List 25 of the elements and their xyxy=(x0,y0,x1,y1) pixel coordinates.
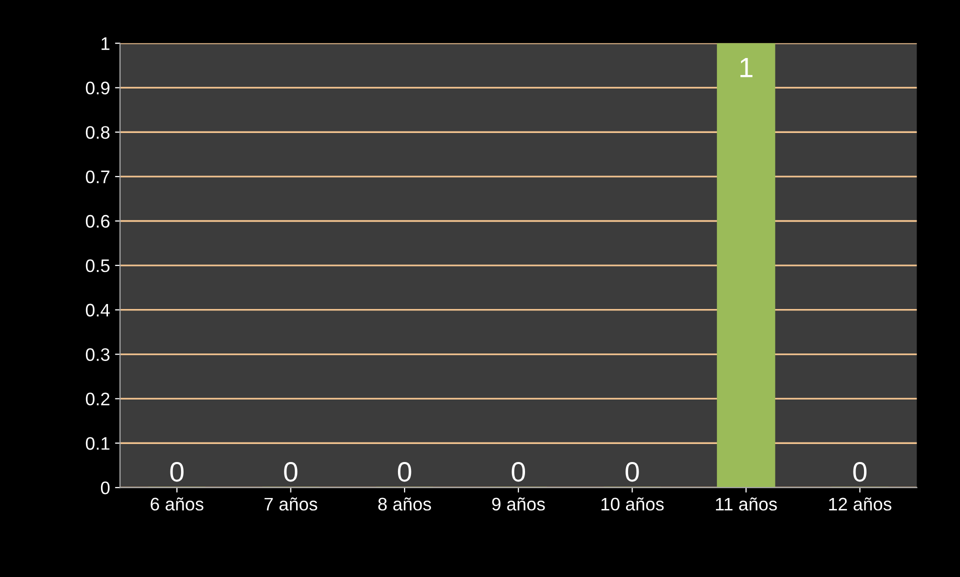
x-tick-label: 8 años xyxy=(378,497,432,511)
x-tick-label: 11 años xyxy=(716,497,777,511)
y-tick-label: 0.8 xyxy=(86,126,110,139)
y-tick-label: 0.7 xyxy=(86,170,110,184)
data-label: 0 xyxy=(398,462,412,482)
x-tick-label: 12 años xyxy=(829,497,892,511)
y-tick-label: 0.6 xyxy=(86,214,110,228)
data-label: 0 xyxy=(626,462,639,482)
y-tick-label: 0.3 xyxy=(86,348,110,361)
data-label: 0 xyxy=(170,462,184,482)
data-label: 0 xyxy=(853,462,867,482)
y-tick-label: 0.9 xyxy=(86,82,110,94)
y-tick-label: 0.2 xyxy=(86,392,110,406)
x-tick-label: 9 años xyxy=(492,497,545,511)
y-tick-label: 0.1 xyxy=(86,437,110,450)
y-tick-label: 1 xyxy=(102,37,110,50)
y-tick-label: 0.4 xyxy=(86,304,110,317)
x-tick-label: 7 años xyxy=(264,497,318,511)
y-tick-label: 0.5 xyxy=(86,259,110,272)
data-label: 1 xyxy=(740,58,752,78)
y-tick-label: 0 xyxy=(100,482,110,494)
x-tick-label: 6 años xyxy=(150,497,204,511)
data-label: 0 xyxy=(284,462,298,482)
data-label: 0 xyxy=(512,462,526,482)
x-tick-label: 10 años xyxy=(601,497,664,511)
